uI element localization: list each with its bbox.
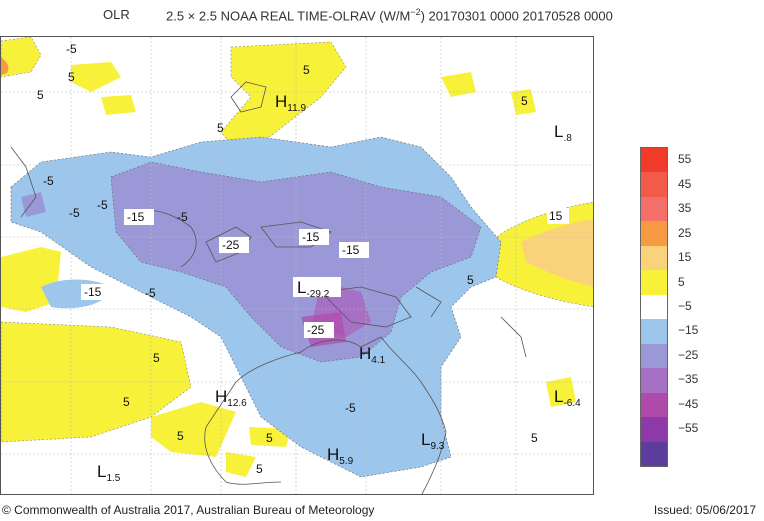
contour-label: -25 (222, 238, 240, 252)
contour-label: -15 (302, 230, 320, 244)
contour-label: 5 (123, 395, 130, 409)
legend-label: 35 (678, 201, 692, 216)
contour-label: -15 (84, 285, 102, 299)
title-description: 2.5 × 2.5 NOAA REAL TIME-OLRAV (W/M−2) 2… (166, 7, 613, 24)
pressure-centre: H5.9 (327, 445, 354, 467)
pressure-centre: L9.3 (421, 430, 445, 452)
legend-label: 55 (678, 152, 692, 167)
legend-label: −55 (678, 421, 699, 436)
issued-date: Issued: 05/06/2017 (653, 503, 756, 517)
pressure-centre: H12.6 (215, 387, 247, 409)
legend-swatch (641, 221, 667, 246)
contour-label: -25 (307, 323, 325, 337)
contour-label: -15 (342, 243, 360, 257)
legend-swatch (641, 368, 667, 393)
contour-label: 5 (177, 429, 184, 443)
contour-label: -5 (97, 198, 108, 212)
contour-label: -5 (345, 401, 356, 415)
legend-swatch (641, 294, 667, 320)
legend-swatch (641, 319, 667, 344)
legend-swatch (641, 417, 667, 442)
legend-label: −35 (678, 372, 699, 387)
legend-swatch (641, 392, 667, 418)
map-gridlines (1, 37, 593, 494)
legend-swatch (641, 270, 667, 295)
legend-label: 15 (678, 250, 692, 265)
legend-label: 25 (678, 225, 692, 240)
contour-label: -5 (43, 174, 54, 188)
contour-label: -5 (69, 206, 80, 220)
pressure-centre: L-6.4 (554, 387, 581, 409)
legend-label: −15 (678, 323, 699, 338)
map-title: OLR 2.5 × 2.5 NOAA REAL TIME-OLRAV (W/M−… (0, 6, 764, 24)
contour-label: 5 (217, 121, 224, 135)
contour-label: -5 (177, 210, 188, 224)
pressure-centre: L1.5 (97, 462, 121, 484)
legend-swatch (641, 196, 667, 222)
copyright-text: © Commonwealth of Australia 2017, Austra… (2, 503, 375, 517)
pressure-centre: L-29.2 (297, 278, 330, 300)
contour-label: -15 (127, 210, 145, 224)
contour-label: 5 (467, 273, 474, 287)
pressure-centre: H4.1 (359, 344, 386, 366)
legend-swatch (641, 343, 667, 369)
contour-label: 5 (256, 462, 263, 476)
legend-swatch (641, 245, 667, 271)
pressure-centre: H11.9 (275, 92, 306, 114)
legend-label: 5 (678, 274, 685, 289)
contour-label: 5 (68, 70, 75, 84)
legend-swatch (641, 148, 667, 173)
contour-label: 15 (549, 209, 563, 223)
contour-label: -5 (66, 42, 77, 56)
contour-label: -5 (145, 286, 156, 300)
legend-label: −25 (678, 347, 699, 362)
contour-label: 5 (266, 431, 273, 445)
pressure-centres: H11.9 L.8 L-29.2 H4.1 H12.6 L-6.4 L9.3 H… (97, 92, 581, 484)
legend-label: 45 (678, 176, 692, 191)
olr-anomaly-map: 5 5 -5 5 5 5 -5 -5 -5 -15 -5 -25 -15 -15… (0, 36, 594, 495)
color-legend (640, 147, 668, 467)
contour-label: 5 (303, 63, 310, 77)
legend-label: −5 (678, 299, 692, 313)
contour-label: 5 (531, 431, 538, 445)
legend-label: −45 (678, 396, 699, 411)
contour-label: 5 (153, 351, 160, 365)
legend-swatch (641, 172, 667, 197)
contour-label: 5 (521, 94, 528, 108)
contour-labels: 5 5 -5 5 5 5 -5 -5 -5 -15 -5 -25 -15 -15… (37, 42, 569, 476)
legend-swatch (641, 441, 667, 466)
contour-label: 5 (37, 88, 44, 102)
pressure-centre: L.8 (554, 122, 572, 144)
title-variable: OLR (103, 7, 130, 22)
